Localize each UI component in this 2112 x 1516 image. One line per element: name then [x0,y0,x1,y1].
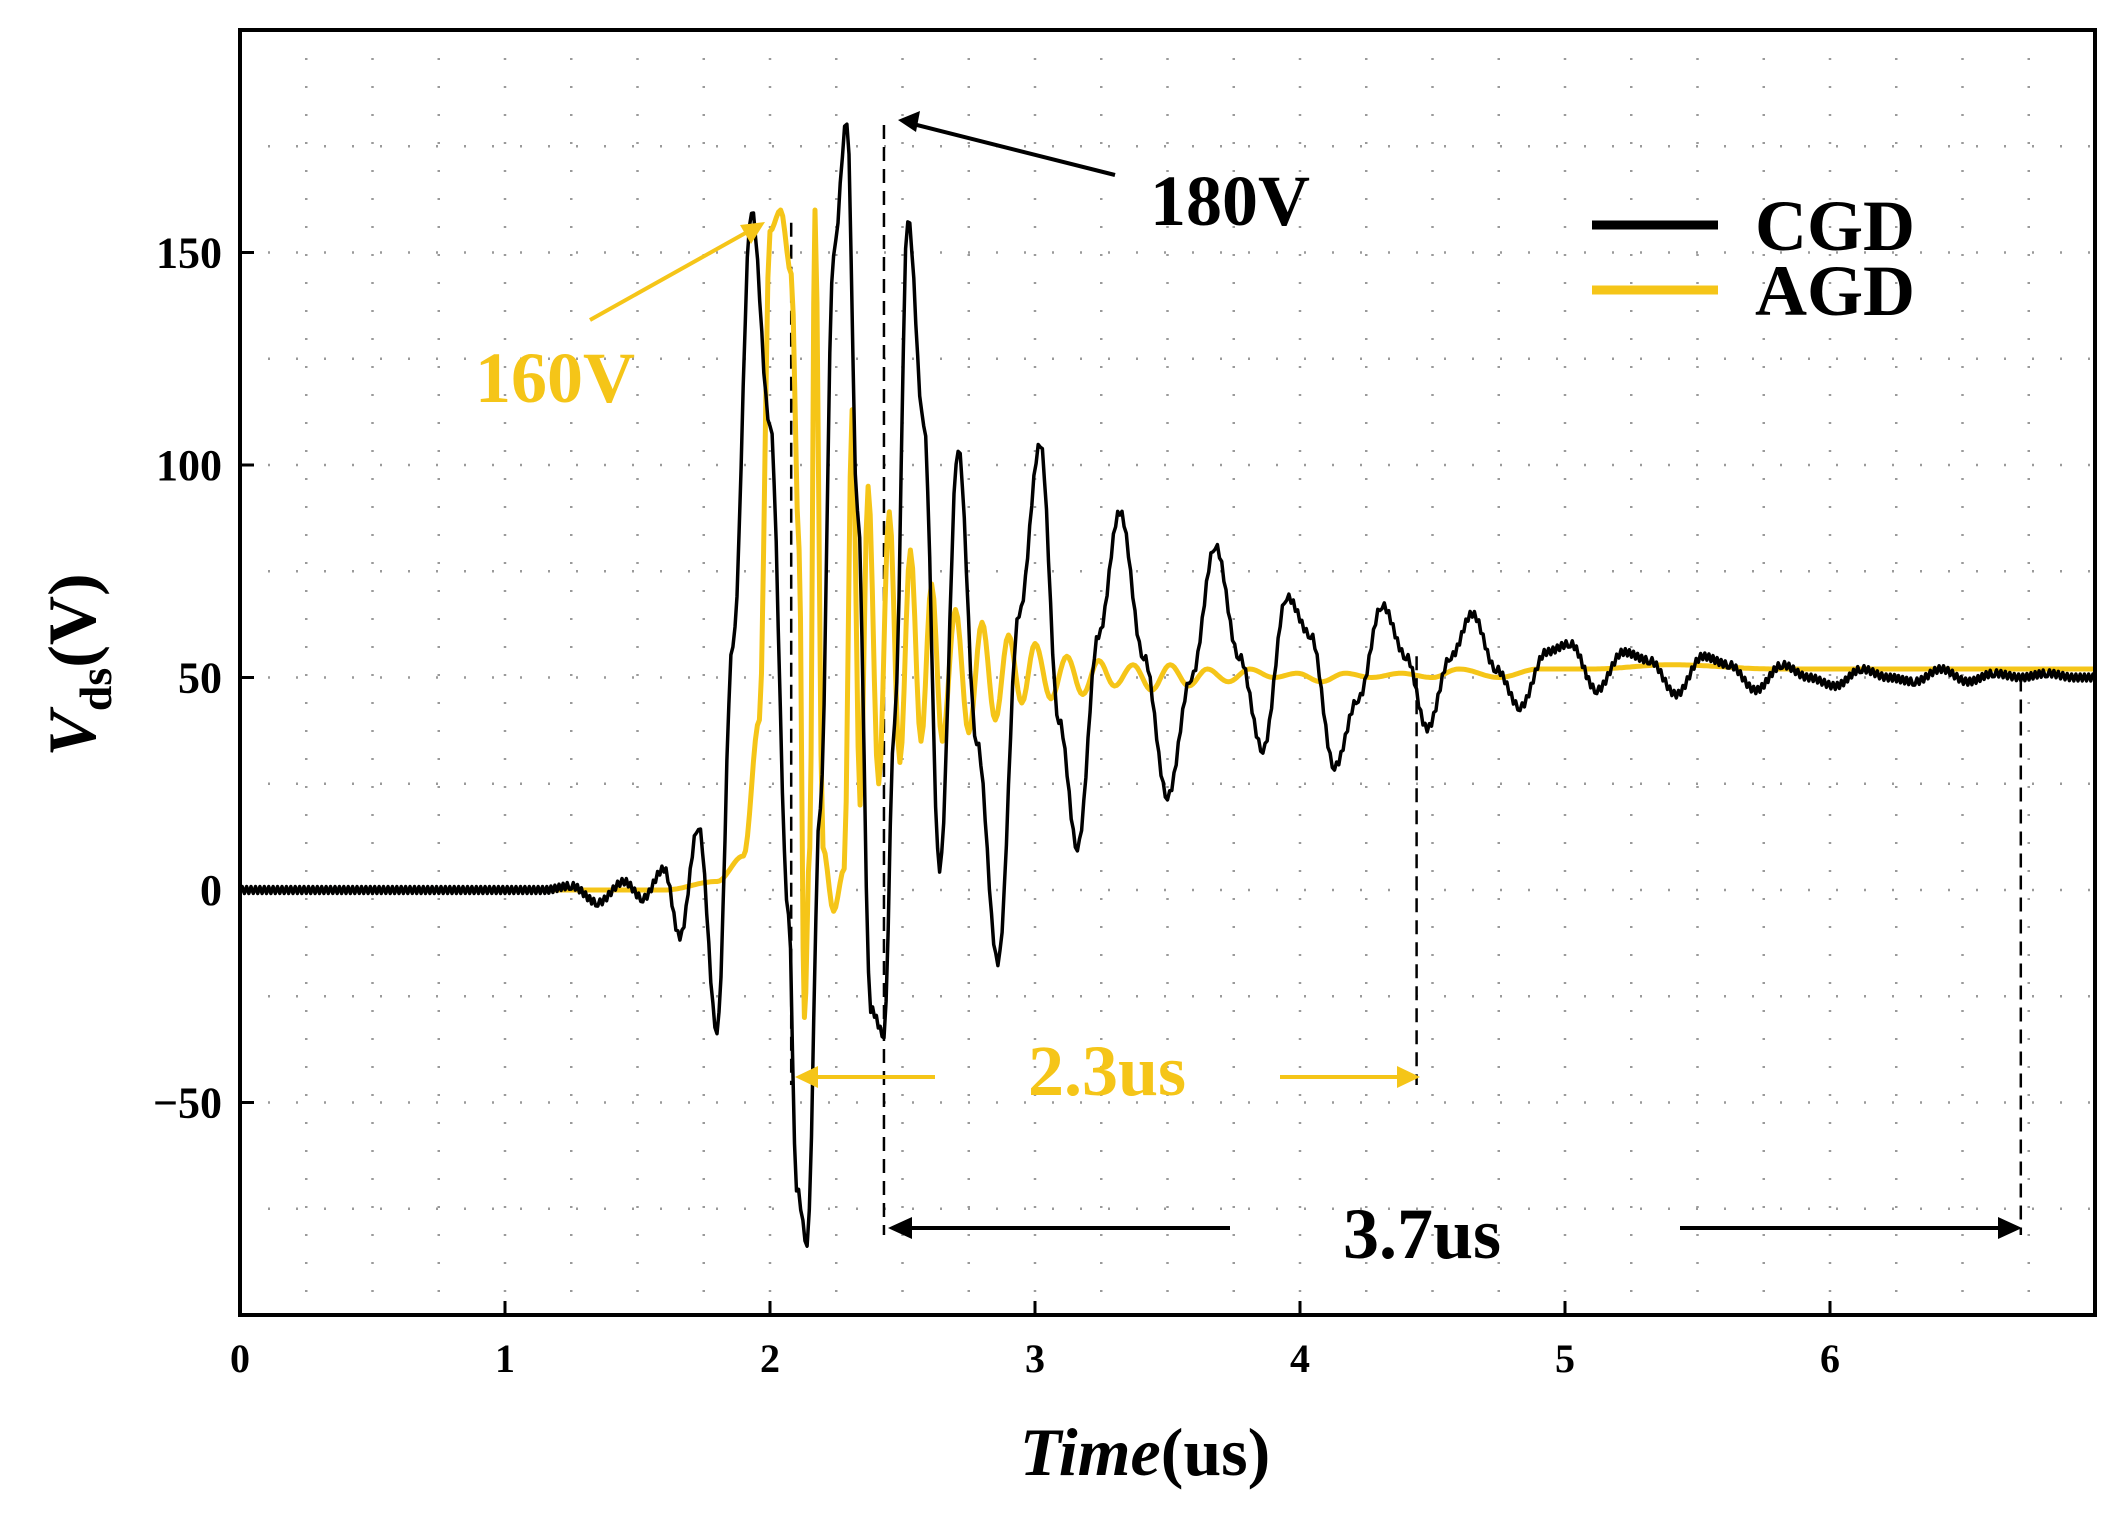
label-3p7us: 3.7us [1343,1194,1501,1274]
y-tick-label: 150 [156,229,222,278]
y-axis-label-unit: (V) [34,573,110,667]
y-axis-label-main: V [34,707,110,757]
arrow-180v [904,120,1116,177]
x-tick-label: 1 [495,1336,515,1381]
x-tick-label: 4 [1290,1336,1310,1381]
annotation-180v: 180V [898,111,1310,241]
y-tick-label: 0 [200,866,222,915]
y-axis-label-sub: ds [70,668,121,711]
annotation-160v: 160V [475,222,765,418]
series-line-cgd [238,122,2097,1248]
arrowhead-2p3us-left [795,1066,818,1088]
x-tick-label: 6 [1820,1336,1840,1381]
arrowhead-180v [898,111,920,132]
x-axis-label: Time(us) [1020,1414,1271,1490]
x-tick-label: 5 [1555,1336,1575,1381]
arrowhead-160v [740,222,765,244]
y-axis-label: Vds(V) [34,573,121,756]
arrow-160v [589,224,759,322]
x-axis: 0 1 2 3 4 5 6 [230,1301,1840,1381]
plot-frame [238,28,2097,1317]
y-tick-label: 100 [156,441,222,490]
legend-label-cgd: CGD [1755,186,1915,266]
annotation-3p7us: 3.7us [888,1194,2022,1274]
arrowhead-3p7us-left [888,1217,912,1239]
label-180v: 180V [1150,161,1310,241]
legend: CGD AGD [1592,186,1915,331]
y-tick-label: 50 [178,654,222,703]
y-tick-label: −50 [153,1079,222,1128]
x-axis-label-italic: Time [1020,1414,1161,1490]
arrowhead-3p7us-right [1998,1217,2022,1239]
x-tick-label: 3 [1025,1336,1045,1381]
label-160v: 160V [475,338,635,418]
series-line-agd [239,207,2096,1020]
x-tick-label: 0 [230,1336,250,1381]
annotation-2p3us: 2.3us [795,1031,1420,1111]
series-group [238,122,2097,1248]
arrowhead-2p3us-right [1397,1066,1420,1088]
legend-label-agd: AGD [1755,251,1915,331]
y-axis: −50 0 50 100 150 [153,229,254,1128]
x-tick-label: 2 [760,1336,780,1381]
label-2p3us: 2.3us [1028,1031,1186,1111]
x-axis-label-unit: (us) [1161,1414,1271,1490]
